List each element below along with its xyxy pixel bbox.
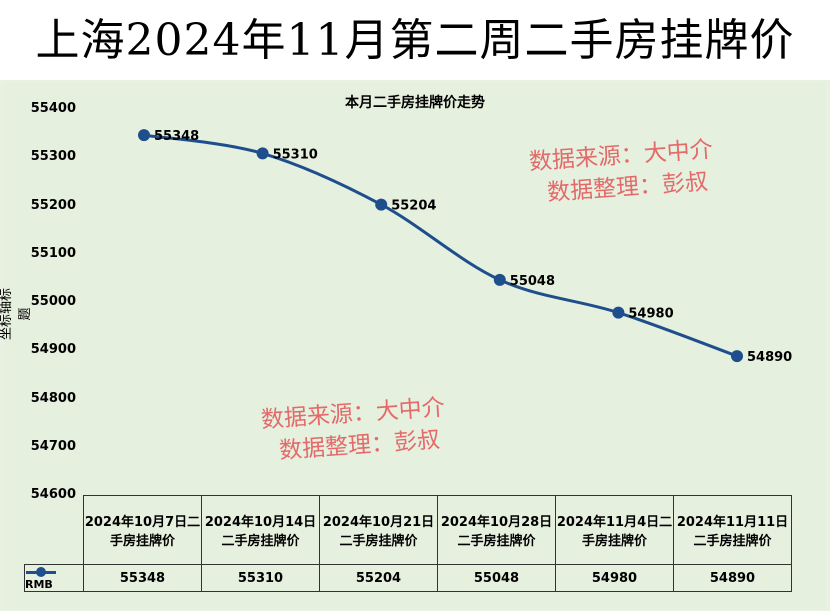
data-point <box>612 306 625 319</box>
y-tick-label: 54700 <box>30 438 76 454</box>
category-label: 2024年10月28日二手房挂牌价 <box>437 495 556 565</box>
data-table-header-row: 2024年10月7日二手房挂牌价 2024年10月14日二手房挂牌价 2024年10… <box>25 495 792 565</box>
data-point <box>493 273 506 286</box>
table-value: 55310 <box>201 564 320 592</box>
watermark-bottom: 数据来源：大中介 数据整理：彭叔 <box>260 392 448 469</box>
legend-series-name: RMB <box>25 578 53 591</box>
category-label: 2024年10月7日二手房挂牌价 <box>83 495 202 565</box>
data-label: 54890 <box>747 350 792 365</box>
data-table-corner <box>25 496 84 565</box>
watermark-top: 数据来源：大中介 数据整理：彭叔 <box>528 134 716 211</box>
y-tick-label: 55100 <box>30 245 76 261</box>
legend-marker <box>26 567 56 577</box>
data-label: 55310 <box>273 147 318 162</box>
table-value: 55204 <box>319 564 438 592</box>
y-tick-label: 54600 <box>30 487 76 502</box>
data-label: 55048 <box>510 274 555 289</box>
table-value: 55048 <box>437 564 556 592</box>
data-label: 54980 <box>628 307 673 322</box>
category-label: 2024年11月11日二手房挂牌价 <box>673 495 792 565</box>
data-label: 55204 <box>391 199 436 214</box>
banner-title: 上海2024年11月第二周二手房挂牌价 <box>35 15 795 66</box>
data-point <box>375 198 388 211</box>
data-table-value-row: RMB 55348 55310 55204 55048 54980 54890 <box>24 564 792 592</box>
data-label: 55348 <box>154 129 199 144</box>
table-value: 54890 <box>673 564 792 592</box>
category-label: 2024年11月4日二手房挂牌价 <box>555 495 674 565</box>
y-tick-label: 55000 <box>30 294 76 309</box>
chart-title: 本月二手房挂牌价走势 <box>345 95 485 111</box>
data-point <box>138 129 150 142</box>
y-tick-label: 54800 <box>30 390 76 406</box>
data-point <box>256 147 269 160</box>
table-value: 54980 <box>555 564 674 592</box>
banner: 上海2024年11月第二周二手房挂牌价 <box>0 0 830 80</box>
category-label: 2024年10月14日二手房挂牌价 <box>201 495 320 565</box>
y-tick-label: 55400 <box>30 101 76 116</box>
y-tick-label: 55300 <box>30 149 76 165</box>
y-tick-label: 55200 <box>30 197 76 213</box>
table-value: 55348 <box>83 564 202 592</box>
data-table: 2024年10月7日二手房挂牌价 2024年10月14日二手房挂牌价 2024年10… <box>24 495 792 592</box>
category-label: 2024年10月21日二手房挂牌价 <box>319 495 438 565</box>
y-tick-label: 54900 <box>30 342 76 358</box>
legend-cell: RMB <box>24 564 84 592</box>
data-point <box>731 350 743 363</box>
